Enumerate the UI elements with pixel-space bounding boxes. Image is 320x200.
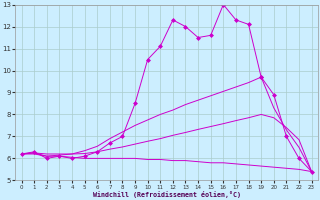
X-axis label: Windchill (Refroidissement éolien,°C): Windchill (Refroidissement éolien,°C) [92,191,241,198]
